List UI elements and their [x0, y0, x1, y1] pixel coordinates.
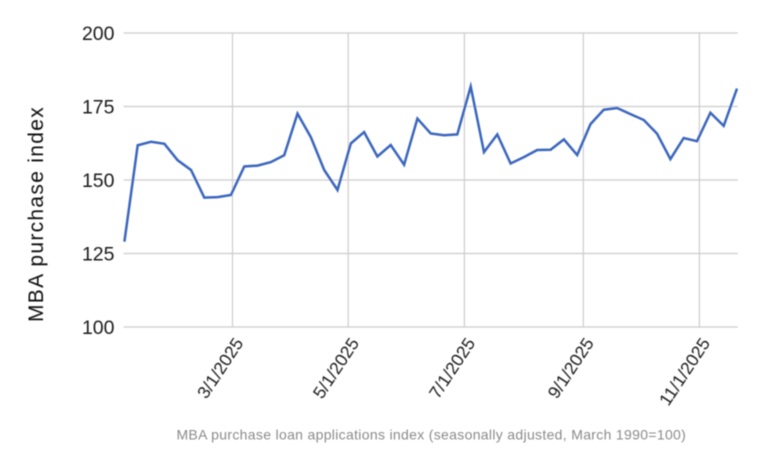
svg-text:7/1/2025: 7/1/2025 [425, 334, 479, 402]
svg-text:11/1/2025: 11/1/2025 [655, 334, 714, 409]
svg-text:200: 200 [82, 23, 115, 45]
svg-text:9/1/2025: 9/1/2025 [544, 334, 598, 402]
svg-text:MBA purchase index: MBA purchase index [25, 106, 48, 322]
svg-text:125: 125 [82, 243, 115, 265]
svg-text:175: 175 [82, 96, 115, 118]
svg-text:3/1/2025: 3/1/2025 [193, 334, 247, 402]
svg-text:5/1/2025: 5/1/2025 [309, 334, 363, 402]
svg-text:MBA purchase loan applications: MBA purchase loan applications index (se… [176, 427, 686, 443]
svg-text:100: 100 [82, 317, 115, 339]
svg-text:150: 150 [82, 170, 115, 192]
